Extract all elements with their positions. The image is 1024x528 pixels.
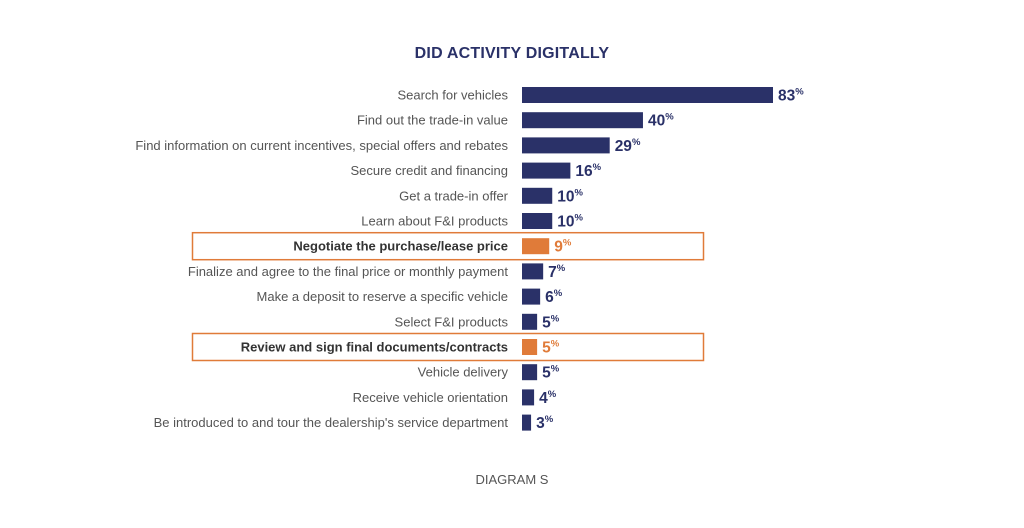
bar: [522, 162, 571, 179]
category-label: Learn about F&I products: [361, 214, 508, 229]
category-label: Negotiate the purchase/lease price: [293, 239, 508, 254]
bar: [522, 339, 538, 355]
category-label: Search for vehicles: [397, 88, 508, 103]
highlight-box: [191, 332, 705, 362]
data-label: 5%: [542, 313, 560, 331]
category-label: Secure credit and financing: [350, 163, 508, 178]
bar: [522, 238, 550, 255]
category-label: Finalize and agree to the final price or…: [188, 264, 509, 279]
bar: [522, 364, 538, 381]
data-label: 9%: [554, 238, 572, 256]
data-label: 4%: [539, 389, 557, 407]
data-label: 40%: [648, 112, 674, 130]
bar: [522, 414, 532, 431]
category-label: Select F&I products: [395, 314, 509, 329]
bar: [522, 87, 773, 103]
data-label: 10%: [557, 213, 583, 231]
data-label: 7%: [548, 263, 566, 281]
bar: [522, 137, 610, 154]
bar: [522, 288, 541, 305]
bar: [522, 313, 538, 330]
category-label: Find out the trade-in value: [357, 113, 508, 128]
data-label: 29%: [615, 137, 641, 155]
chart-title: DID ACTIVITY DIGITALLY: [414, 45, 610, 62]
category-label: Be introduced to and tour the dealership…: [154, 415, 509, 430]
bar: [522, 213, 553, 229]
data-label: 83%: [778, 87, 804, 105]
highlight-box: [191, 231, 705, 261]
category-label: Find information on current incentives, …: [135, 138, 508, 153]
bar: [522, 263, 544, 280]
category-label: Vehicle delivery: [418, 365, 509, 380]
category-label: Receive vehicle orientation: [353, 390, 508, 405]
category-label: Make a deposit to reserve a specific veh…: [257, 289, 508, 304]
bar: [522, 187, 553, 204]
bar: [522, 112, 643, 129]
data-label: 10%: [557, 187, 583, 205]
data-label: 5%: [542, 339, 560, 357]
data-label: 6%: [545, 288, 563, 306]
bar: [522, 389, 535, 406]
data-label: 5%: [542, 364, 560, 382]
diagram-caption: DIAGRAM S: [475, 472, 549, 487]
category-label: Get a trade-in offer: [399, 188, 509, 203]
data-label: 16%: [575, 162, 601, 180]
data-label: 3%: [536, 414, 554, 432]
category-label: Review and sign final documents/contract…: [241, 340, 508, 355]
